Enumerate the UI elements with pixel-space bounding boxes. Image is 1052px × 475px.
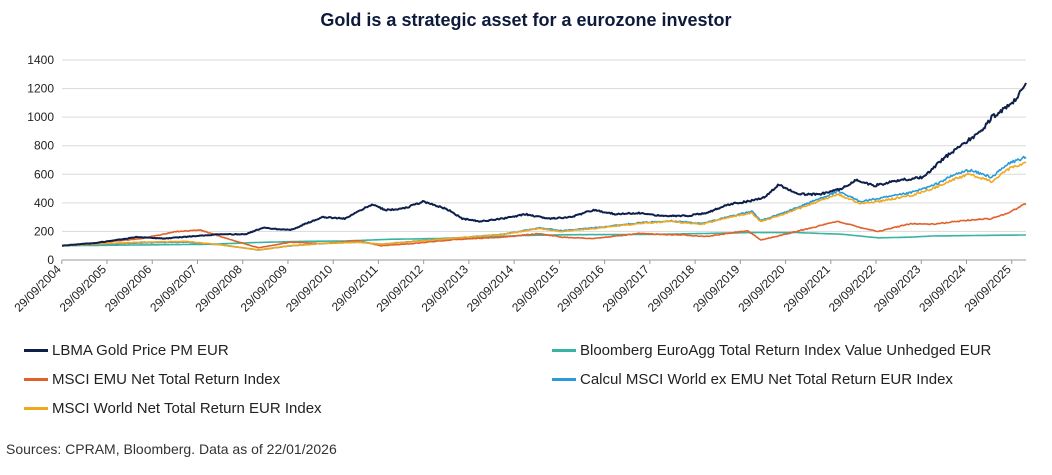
grid-lines — [62, 59, 1026, 232]
legend-item-worldexemu: Calcul MSCI World ex EMU Net Total Retur… — [552, 369, 953, 389]
x-tick-label: 29/09/2022 — [826, 262, 879, 315]
legend-swatch-gold — [24, 348, 48, 352]
y-tick-label: 800 — [34, 139, 54, 153]
legend-item-gold: LBMA Gold Price PM EUR — [24, 340, 229, 360]
legend-swatch-world — [24, 406, 48, 410]
legend-item-emu: MSCI EMU Net Total Return Index — [24, 369, 280, 389]
x-axis-ticks: 29/09/200429/09/200529/09/200629/09/2007… — [12, 260, 1015, 315]
x-tick-label: 29/09/2007 — [147, 262, 200, 315]
x-tick-label: 29/09/2021 — [781, 262, 834, 315]
x-tick-label: 29/09/2004 — [12, 262, 65, 315]
x-tick-label: 29/09/2005 — [57, 262, 110, 315]
y-tick-label: 1000 — [27, 110, 54, 124]
legend-label-world: MSCI World Net Total Return EUR Index — [52, 399, 322, 417]
x-tick-label: 29/09/2024 — [916, 262, 969, 315]
y-tick-label: 1400 — [27, 53, 54, 67]
x-tick-label: 29/09/2025 — [962, 262, 1015, 315]
x-tick-label: 29/09/2006 — [102, 262, 155, 315]
x-tick-label: 29/09/2015 — [509, 262, 562, 315]
y-tick-label: 400 — [34, 196, 54, 210]
legend-label-euroagg: Bloomberg EuroAgg Total Return Index Val… — [580, 341, 992, 359]
x-tick-label: 29/09/2008 — [192, 262, 245, 315]
legend-label-gold: LBMA Gold Price PM EUR — [52, 341, 229, 359]
legend: LBMA Gold Price PM EUR Bloomberg EuroAgg… — [24, 340, 1044, 425]
x-tick-label: 29/09/2020 — [735, 262, 788, 315]
legend-item-euroagg: Bloomberg EuroAgg Total Return Index Val… — [552, 340, 991, 360]
series-line-gold — [61, 82, 1027, 247]
x-tick-label: 29/09/2014 — [464, 262, 517, 315]
series-lines — [61, 82, 1027, 251]
series-line-emu — [62, 202, 1027, 249]
x-tick-label: 29/09/2016 — [554, 262, 607, 315]
x-tick-label: 29/09/2017 — [600, 262, 653, 315]
x-tick-label: 29/09/2009 — [238, 262, 291, 315]
legend-swatch-emu — [24, 377, 48, 381]
x-tick-label: 29/09/2013 — [419, 262, 472, 315]
legend-swatch-worldexemu — [552, 377, 576, 381]
chart-title: Gold is a strategic asset for a eurozone… — [320, 10, 732, 30]
legend-label-emu: MSCI EMU Net Total Return Index — [52, 370, 281, 388]
x-tick-label: 29/09/2011 — [329, 262, 381, 314]
series-line-world — [61, 161, 1027, 251]
legend-label-worldexemu: Calcul MSCI World ex EMU Net Total Retur… — [580, 370, 953, 388]
legend-item-world: MSCI World Net Total Return EUR Index — [24, 398, 322, 418]
x-tick-label: 29/09/2019 — [690, 262, 743, 315]
y-tick-label: 1200 — [27, 82, 54, 96]
x-tick-label: 29/09/2018 — [645, 262, 698, 315]
x-tick-label: 29/09/2010 — [283, 262, 336, 315]
y-tick-label: 200 — [34, 224, 54, 238]
x-tick-label: 29/09/2012 — [373, 262, 426, 315]
y-tick-label: 600 — [34, 167, 54, 181]
y-tick-label: 0 — [47, 253, 54, 267]
y-axis-ticks: 0 200 400 600 800 1000 1200 1400 — [27, 53, 54, 267]
legend-swatch-euroagg — [552, 348, 576, 352]
x-tick-label: 29/09/2023 — [871, 262, 924, 315]
source-note: Sources: CPRAM, Bloomberg. Data as of 22… — [6, 441, 337, 457]
